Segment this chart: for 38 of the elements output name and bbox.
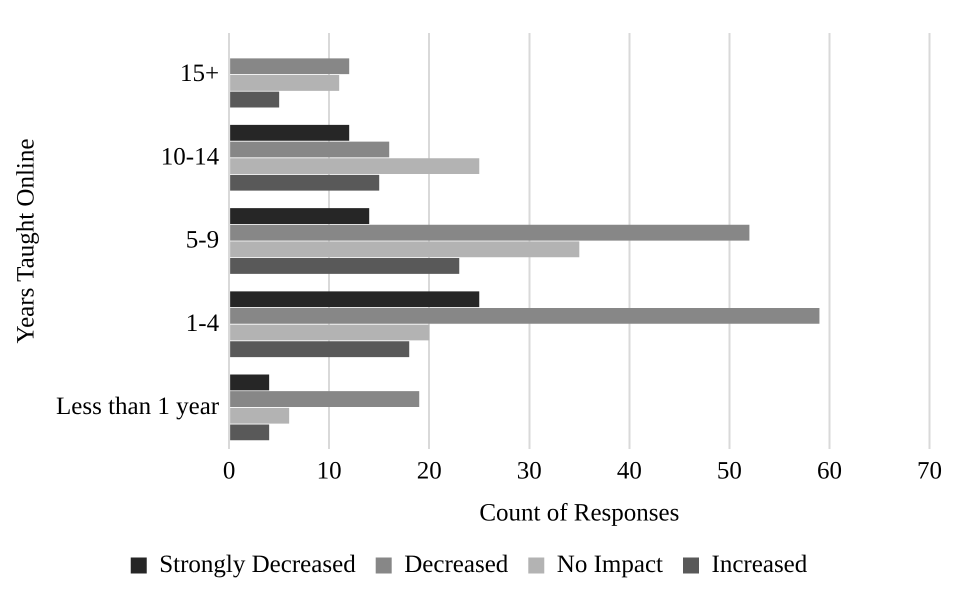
bar — [230, 224, 750, 241]
bar — [230, 258, 460, 274]
legend-label: No Impact — [556, 551, 664, 578]
bar — [230, 142, 390, 158]
legend-label: Decreased — [404, 551, 509, 578]
bar — [230, 75, 340, 91]
legend-label: Increased — [712, 551, 808, 578]
y-tick-label: 1-4 — [186, 310, 220, 337]
x-tick-label: 0 — [222, 458, 236, 485]
x-tick-label: 40 — [616, 458, 642, 485]
legend-label: Strongly Decreased — [159, 551, 356, 578]
bar — [230, 341, 410, 358]
x-tick-label: 60 — [816, 458, 842, 485]
y-tick-label: 5-9 — [186, 226, 220, 254]
bar — [230, 324, 430, 340]
x-tick-label: 10 — [316, 458, 342, 485]
bar — [230, 58, 350, 74]
bar — [230, 308, 820, 324]
bar — [230, 208, 370, 224]
x-tick-label: 20 — [416, 458, 442, 485]
y-tick-label: 10-14 — [160, 143, 220, 170]
x-axis-title: Count of Responses — [479, 500, 680, 527]
y-axis-title: Years Taught Online — [12, 138, 40, 344]
bar — [230, 291, 480, 308]
bar — [230, 174, 380, 191]
bar — [230, 391, 420, 407]
y-tick-label: 15+ — [180, 60, 220, 88]
x-tick-label: 70 — [917, 458, 942, 485]
bar — [230, 92, 280, 108]
bar — [230, 408, 290, 424]
x-tick-label: 30 — [516, 458, 542, 485]
bar — [230, 158, 480, 174]
bar — [230, 374, 270, 390]
x-tick-label: 50 — [716, 458, 742, 485]
y-tick-label: Less than 1 year — [56, 392, 220, 420]
bar — [230, 424, 270, 440]
bar — [230, 241, 580, 258]
bar — [230, 124, 350, 141]
